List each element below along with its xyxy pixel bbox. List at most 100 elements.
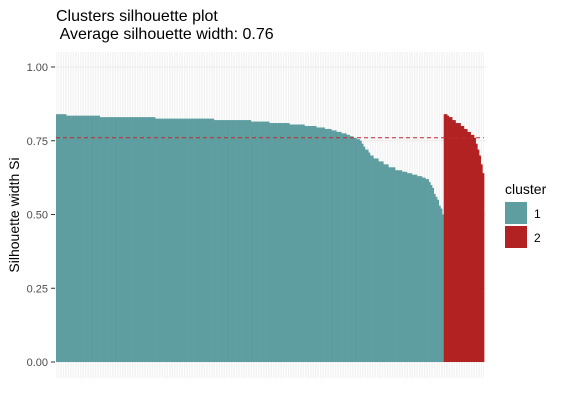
bar-cluster-1 xyxy=(181,118,184,362)
bar-cluster-1 xyxy=(277,123,280,362)
bar-cluster-1 xyxy=(108,117,111,363)
bar-cluster-1 xyxy=(138,117,141,363)
bar-cluster-1 xyxy=(64,114,67,362)
bar-cluster-1 xyxy=(319,127,322,362)
bar-cluster-1 xyxy=(79,115,82,362)
bar-cluster-2 xyxy=(470,134,473,362)
bar-cluster-2 xyxy=(468,131,471,362)
bar-cluster-1 xyxy=(156,118,159,362)
bar-cluster-1 xyxy=(364,149,367,362)
bar-cluster-1 xyxy=(76,115,79,362)
bar-cluster-1 xyxy=(267,121,270,362)
bar-cluster-1 xyxy=(415,174,418,362)
bar-cluster-1 xyxy=(299,124,302,363)
bar-cluster-1 xyxy=(280,123,283,362)
bar-cluster-1 xyxy=(203,118,206,362)
y-axis: 0.00 0.25 0.50 0.75 1.00 xyxy=(27,62,55,369)
bar-cluster-1 xyxy=(290,124,294,363)
bar-cluster-1 xyxy=(406,173,409,362)
bar-cluster-1 xyxy=(324,128,327,362)
bar-cluster-1 xyxy=(128,117,131,363)
bar-cluster-1 xyxy=(113,117,116,363)
bar-cluster-2 xyxy=(455,123,458,362)
legend-title: cluster xyxy=(505,181,547,197)
bar-cluster-1 xyxy=(264,121,267,362)
bar-cluster-1 xyxy=(344,133,347,362)
bar-cluster-1 xyxy=(208,118,211,362)
bar-cluster-1 xyxy=(165,118,168,362)
bar-cluster-2 xyxy=(478,155,481,362)
bar-cluster-2 xyxy=(482,173,485,362)
bar-cluster-1 xyxy=(97,115,100,362)
bar-cluster-1 xyxy=(176,118,179,362)
bar-cluster-1 xyxy=(227,120,230,362)
bar-cluster-1 xyxy=(218,120,221,362)
bar-cluster-1 xyxy=(178,118,181,362)
bar-cluster-1 xyxy=(322,127,325,362)
bar-cluster-1 xyxy=(146,117,149,363)
bar-cluster-1 xyxy=(217,120,220,362)
bar-cluster-1 xyxy=(195,118,198,362)
bar-cluster-1 xyxy=(423,177,426,362)
legend-swatch-cluster-1 xyxy=(505,202,527,224)
bar-cluster-1 xyxy=(106,117,109,363)
bar-cluster-1 xyxy=(395,170,398,362)
bar-cluster-1 xyxy=(161,118,164,362)
bar-cluster-1 xyxy=(96,115,99,362)
bar-cluster-1 xyxy=(222,120,225,362)
chart-subtitle: Average silhouette width: 0.76 xyxy=(56,26,274,43)
bar-cluster-1 xyxy=(144,117,147,363)
bar-cluster-2 xyxy=(462,126,465,362)
bar-cluster-1 xyxy=(225,120,228,362)
bar-cluster-1 xyxy=(111,117,114,363)
bar-cluster-1 xyxy=(287,123,290,362)
chart-title: Clusters silhouette plot xyxy=(56,8,218,25)
bar-cluster-1 xyxy=(384,164,388,362)
bar-cluster-1 xyxy=(351,136,354,362)
bar-cluster-1 xyxy=(336,131,339,362)
bar-cluster-1 xyxy=(314,126,317,362)
bar-cluster-1 xyxy=(198,118,201,362)
bar-cluster-1 xyxy=(262,121,265,362)
bar-cluster-1 xyxy=(92,115,95,362)
bar-cluster-2 xyxy=(458,123,461,362)
bar-cluster-1 xyxy=(173,118,176,362)
bar-cluster-1 xyxy=(292,124,295,363)
bar-cluster-1 xyxy=(396,170,399,362)
bar-cluster-1 xyxy=(238,120,241,362)
bar-cluster-1 xyxy=(124,117,127,363)
bar-cluster-1 xyxy=(215,120,218,362)
bar-cluster-1 xyxy=(331,130,334,362)
bar-cluster-2 xyxy=(473,137,476,362)
bar-cluster-1 xyxy=(431,187,434,362)
bar-cluster-1 xyxy=(72,115,75,362)
bar-cluster-1 xyxy=(426,179,429,362)
bar-cluster-1 xyxy=(383,164,386,362)
bar-cluster-2 xyxy=(450,117,453,363)
bar-cluster-1 xyxy=(67,115,70,362)
bar-cluster-1 xyxy=(378,161,381,362)
bar-cluster-1 xyxy=(56,114,59,362)
bar-cluster-1 xyxy=(180,118,183,362)
bar-cluster-1 xyxy=(376,158,379,362)
bar-cluster-1 xyxy=(296,124,299,363)
bar-cluster-1 xyxy=(398,170,401,362)
bar-cluster-1 xyxy=(353,137,356,362)
bar-cluster-1 xyxy=(99,117,102,363)
y-axis-label: Silhouette width Si xyxy=(6,157,22,273)
bar-cluster-1 xyxy=(134,117,137,363)
bar-cluster-1 xyxy=(86,115,89,362)
bar-cluster-1 xyxy=(66,115,69,362)
bar-cluster-1 xyxy=(84,115,87,362)
bar-cluster-1 xyxy=(373,158,376,362)
bar-cluster-1 xyxy=(207,118,210,362)
bar-cluster-1 xyxy=(361,143,364,362)
bar-cluster-1 xyxy=(428,182,431,362)
bar-cluster-1 xyxy=(232,120,235,362)
bar-cluster-1 xyxy=(82,115,85,362)
bar-cluster-1 xyxy=(228,120,231,362)
bar-cluster-1 xyxy=(190,118,193,362)
y-tick-label: 0.50 xyxy=(27,210,48,222)
bar-cluster-1 xyxy=(337,131,341,362)
bar-cluster-1 xyxy=(200,118,203,362)
